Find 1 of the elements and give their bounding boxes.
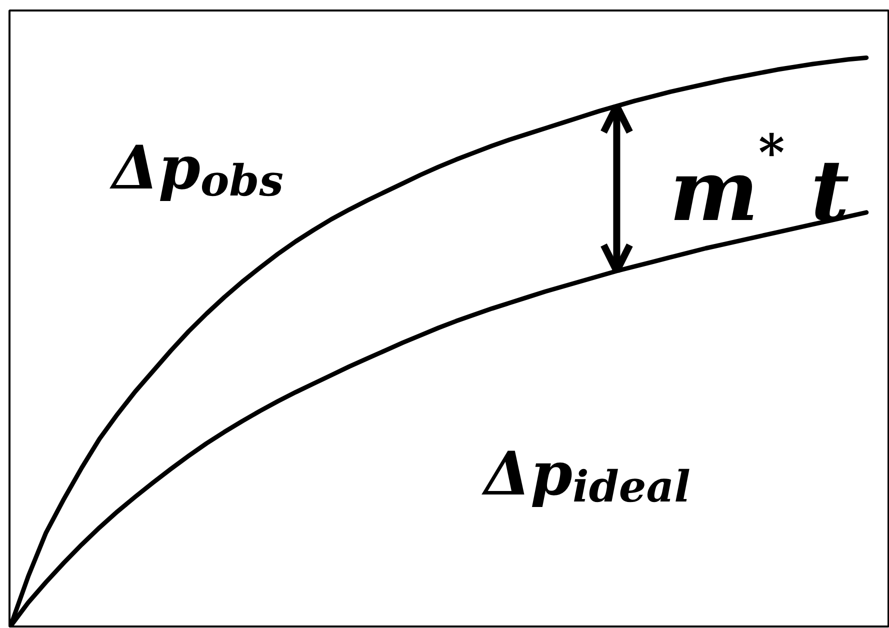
annotation: m* t — [670, 123, 850, 240]
